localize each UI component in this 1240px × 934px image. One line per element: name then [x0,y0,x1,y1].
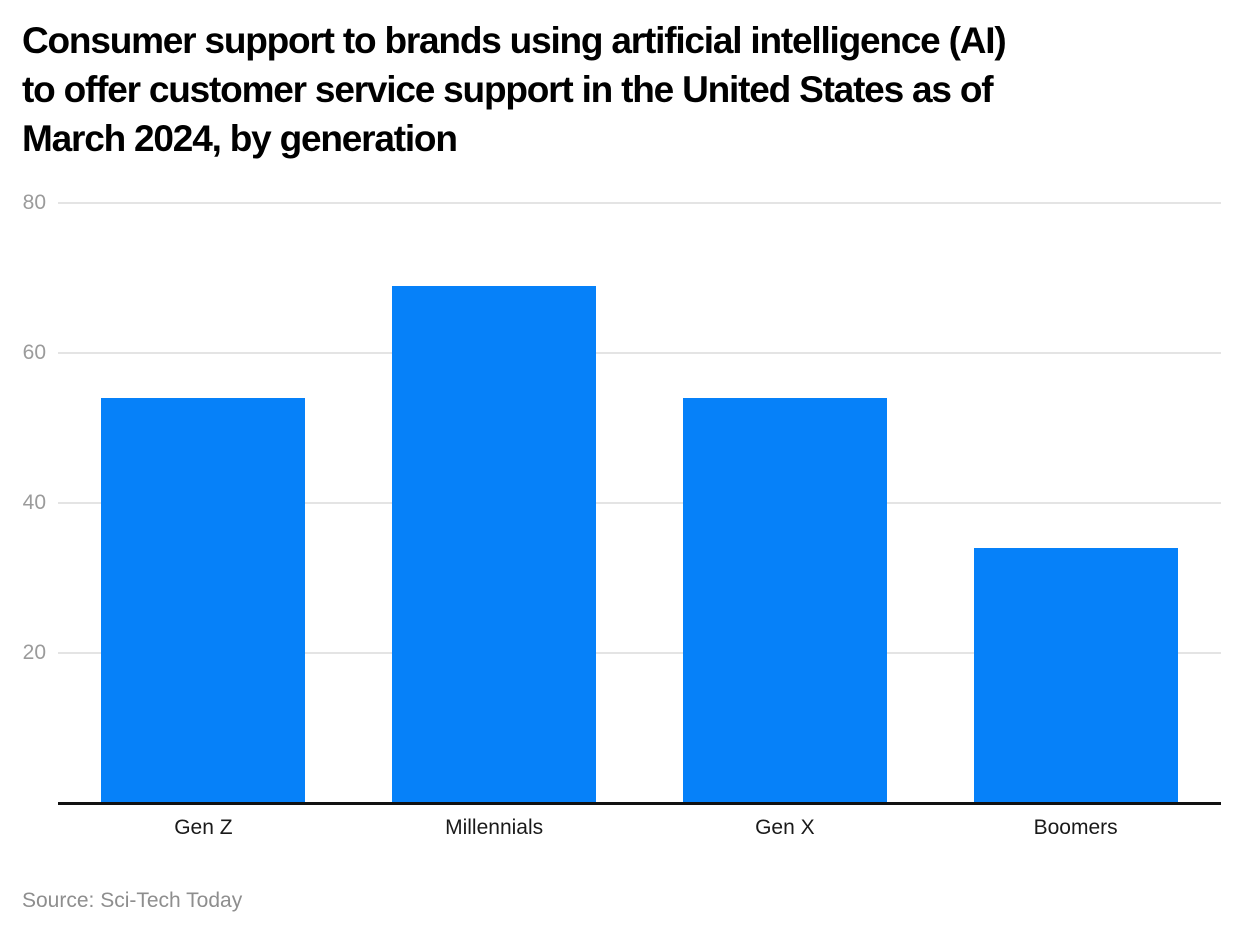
bar-boomers[interactable] [973,548,1178,803]
x-label-gen-z: Gen Z [174,816,233,839]
chart-title-line-2: to offer customer service support in the… [22,69,994,110]
chart-title: Consumer support to brands using artific… [22,16,1222,163]
gridline-40 [58,502,1221,504]
x-axis-line [58,802,1221,805]
y-tick-label-40: 40 [22,491,46,514]
x-label-millennials: Millennials [445,816,544,839]
source-note: Source: Sci-Tech Today [22,889,243,912]
chart-title-line-3: March 2024, by generation [22,118,458,159]
bar-millennials[interactable] [392,285,597,803]
x-label-gen-x: Gen X [755,816,815,839]
gridline-60 [58,352,1221,354]
x-label-boomers: Boomers [1033,816,1118,839]
y-tick-label-20: 20 [22,641,46,664]
bar-gen-x[interactable] [682,398,887,803]
y-tick-label-60: 60 [22,341,46,364]
bar-gen-z[interactable] [101,398,306,803]
y-tick-label-80: 80 [22,191,46,214]
gridline-20 [58,652,1221,654]
gridline-80 [58,202,1221,204]
chart-title-line-1: Consumer support to brands using artific… [22,20,1007,61]
